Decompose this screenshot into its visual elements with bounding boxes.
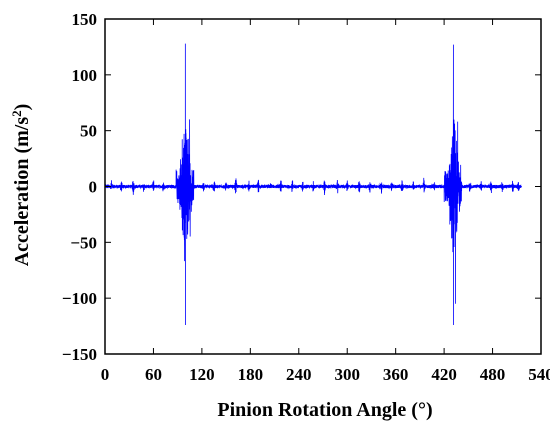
x-axis-ticks: 0 60 120 180 240 300 360 420 480 540 [101, 19, 550, 384]
x-tick-label: 480 [480, 365, 506, 384]
y-axis-ticks: 150 100 50 0 −50 −100 −150 [62, 10, 541, 364]
x-tick-label: 120 [189, 365, 215, 384]
y-tick-label: −150 [62, 345, 97, 364]
y-tick-label: 50 [80, 122, 97, 141]
x-tick-label: 540 [528, 365, 550, 384]
y-tick-label: 0 [89, 178, 98, 197]
y-tick-label: −50 [70, 233, 97, 252]
y-axis-label: Acceleration (m/s2) [9, 104, 34, 267]
x-tick-label: 0 [101, 365, 110, 384]
x-tick-label: 60 [145, 365, 162, 384]
x-tick-label: 180 [238, 365, 264, 384]
x-tick-label: 240 [286, 365, 312, 384]
y-tick-label: 150 [72, 10, 98, 29]
x-tick-label: 360 [383, 365, 409, 384]
plot-area [104, 43, 522, 325]
y-tick-label: −100 [62, 289, 97, 308]
x-tick-label: 300 [334, 365, 360, 384]
acceleration-series-line [104, 43, 522, 325]
x-tick-label: 420 [431, 365, 457, 384]
y-tick-label: 100 [72, 66, 98, 85]
x-axis-label: Pinion Rotation Angle (°) [217, 399, 432, 421]
